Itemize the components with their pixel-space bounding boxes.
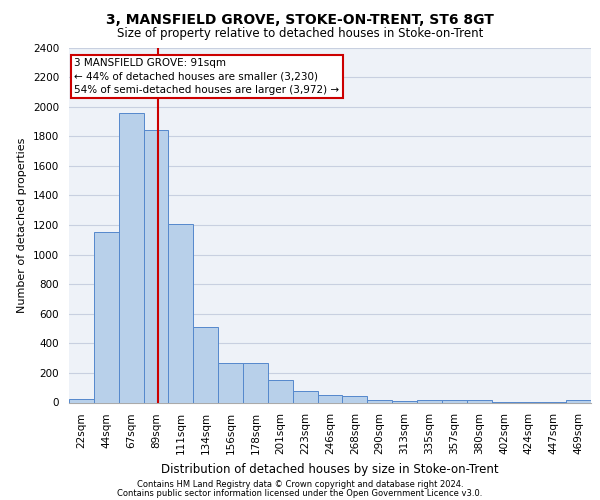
Bar: [343, 396, 367, 402]
Text: Contains public sector information licensed under the Open Government Licence v3: Contains public sector information licen…: [118, 489, 482, 498]
Bar: [417, 400, 442, 402]
Bar: [392, 401, 417, 402]
Bar: [119, 112, 143, 403]
Bar: [69, 399, 94, 402]
Bar: [169, 224, 193, 402]
Text: Size of property relative to detached houses in Stoke-on-Trent: Size of property relative to detached ho…: [117, 28, 483, 40]
Text: 3 MANSFIELD GROVE: 91sqm
← 44% of detached houses are smaller (3,230)
54% of sem: 3 MANSFIELD GROVE: 91sqm ← 44% of detach…: [74, 58, 340, 94]
Bar: [467, 400, 491, 402]
Bar: [566, 400, 591, 402]
Bar: [442, 400, 467, 402]
Bar: [94, 232, 119, 402]
X-axis label: Distribution of detached houses by size in Stoke-on-Trent: Distribution of detached houses by size …: [161, 462, 499, 475]
Bar: [243, 364, 268, 403]
Y-axis label: Number of detached properties: Number of detached properties: [17, 138, 28, 312]
Bar: [193, 327, 218, 402]
Bar: [317, 396, 343, 402]
Bar: [367, 400, 392, 402]
Bar: [218, 364, 243, 403]
Text: Contains HM Land Registry data © Crown copyright and database right 2024.: Contains HM Land Registry data © Crown c…: [137, 480, 463, 489]
Text: 3, MANSFIELD GROVE, STOKE-ON-TRENT, ST6 8GT: 3, MANSFIELD GROVE, STOKE-ON-TRENT, ST6 …: [106, 12, 494, 26]
Bar: [268, 380, 293, 402]
Bar: [143, 130, 169, 402]
Bar: [293, 390, 317, 402]
